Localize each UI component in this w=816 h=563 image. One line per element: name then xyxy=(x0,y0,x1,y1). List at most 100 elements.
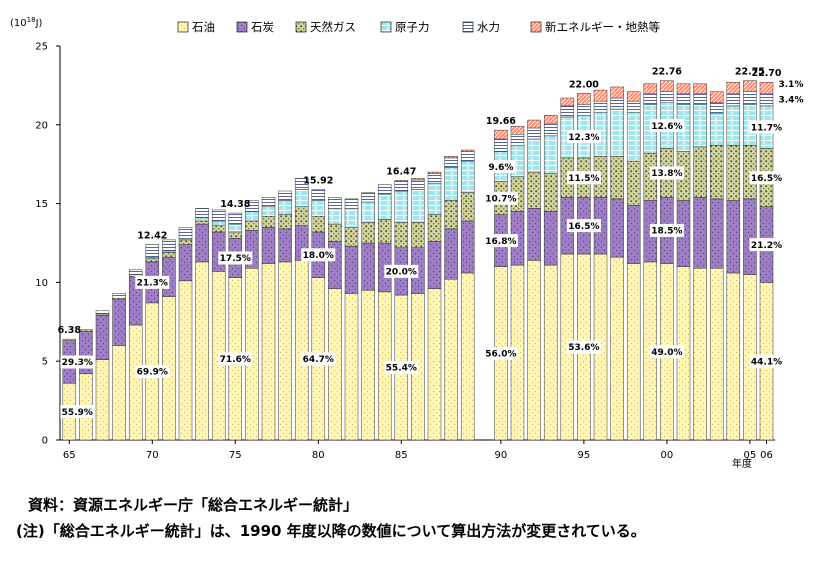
bar-segment-nuclear-1998 xyxy=(626,111,641,162)
bar-segment-nuclear-1974 xyxy=(211,220,226,226)
bar-segment-nuclear-2002 xyxy=(693,104,707,148)
bar-segment-coal-1992 xyxy=(527,208,541,261)
bar-segment-hydro-1982 xyxy=(344,198,359,209)
bar-segment-renew-1998 xyxy=(626,91,641,102)
bar-segment-hydro-1998 xyxy=(626,100,641,113)
bar-segment-hydro-1972 xyxy=(178,226,193,239)
bar-segment-nuclear-1973 xyxy=(195,217,209,222)
bar-segment-oil-1969 xyxy=(128,324,143,441)
share-label: 9.6% xyxy=(488,163,513,173)
bar-segment-hydro-2002 xyxy=(693,93,707,105)
bar-segment-oil-1972 xyxy=(178,280,193,441)
bar-segment-hydro-1978 xyxy=(278,190,292,201)
y-axis: 0 5 10 15 20 25 xyxy=(35,42,61,447)
bar-segment-nuclear-1977 xyxy=(261,206,276,217)
share-label-bg xyxy=(218,251,253,265)
bar-segment-coal-1967 xyxy=(95,315,110,360)
legend-label-0: 石油 xyxy=(192,20,215,34)
legend: 石油 石炭 天然ガス 原子力 水力 新エネルギー・地熱等 xyxy=(177,20,660,34)
bar-segment-gas-1965 xyxy=(62,338,77,341)
bar-segment-coal-2004 xyxy=(726,200,741,274)
bar-segment-gas-1980 xyxy=(311,215,326,233)
legend-swatch-0 xyxy=(177,21,189,33)
bar-segment-hydro-1970 xyxy=(145,244,160,258)
bar-segment-nuclear-1986 xyxy=(411,189,425,223)
total-label-1985: 16.47 xyxy=(386,166,416,177)
bar-segment-renew-1992 xyxy=(527,119,541,129)
x-tick-label: 85 xyxy=(395,450,408,461)
share-label-bg xyxy=(649,345,684,359)
bar-segment-nuclear-1982 xyxy=(344,208,359,228)
share-label-bg xyxy=(566,219,601,233)
share-label: 18.5% xyxy=(651,227,682,237)
share-label-bg xyxy=(135,275,170,289)
share-label: 11.5% xyxy=(568,174,599,184)
bar-segment-nuclear-1984 xyxy=(377,193,392,220)
bar-segment-gas-1979 xyxy=(294,206,309,226)
bar-segment-oil-1987 xyxy=(427,288,442,441)
bar-segment-hydro-1979 xyxy=(294,178,309,190)
share-label-bg xyxy=(301,352,336,366)
share-label: 56.0% xyxy=(485,350,516,360)
bar-segment-hydro-1987 xyxy=(427,173,442,184)
bar-segment-coal-1973 xyxy=(195,223,209,263)
bar-segment-renew-1987 xyxy=(427,171,442,174)
share-label: 11.7% xyxy=(751,123,782,133)
bar-segment-oil-1979 xyxy=(294,260,309,441)
bar-segment-gas-1966 xyxy=(79,329,93,332)
x-tick-label: 00 xyxy=(661,450,674,461)
legend-swatch-3 xyxy=(380,21,392,33)
bar-segment-gas-1982 xyxy=(344,226,359,247)
bar-segment-hydro-1969 xyxy=(128,269,143,275)
share-label: 10.7% xyxy=(485,194,516,204)
bar-segment-coal-1987 xyxy=(427,241,442,289)
total-label-1970: 12.42 xyxy=(137,231,167,242)
x-axis: 65 70 75 80 85 90 95 00 05 06 xyxy=(60,439,775,461)
total-label-2000: 22.76 xyxy=(652,67,682,78)
x-tick-label: 06 xyxy=(760,450,773,461)
bar-segment-renew-2002 xyxy=(693,83,707,94)
share-label: 55.4% xyxy=(386,364,417,374)
legend-label-5: 新エネルギー・地熱等 xyxy=(545,20,660,34)
share-label: 16.5% xyxy=(568,222,599,232)
bar-segment-gas-1992 xyxy=(527,171,541,209)
x-tick-label: 65 xyxy=(63,450,76,461)
share-label-bg xyxy=(301,248,336,262)
bar-segment-oil-1973 xyxy=(195,261,209,441)
bar-segment-hydro-2000 xyxy=(660,91,674,103)
bar-segment-hydro-1992 xyxy=(527,127,541,140)
bar-segment-gas-1988 xyxy=(444,200,458,230)
bar-segment-gas-1986 xyxy=(411,222,425,248)
bar-segment-hydro-1976 xyxy=(245,200,259,212)
bar-segment-gas-1972 xyxy=(178,239,193,245)
bar-segment-gas-1973 xyxy=(195,220,209,225)
x-tick-label: 90 xyxy=(495,450,508,461)
share-label: 44.1% xyxy=(751,357,782,367)
bar-segment-hydro-1971 xyxy=(162,239,176,252)
bar-segment-renew-1995 xyxy=(577,93,591,105)
bar-segment-hydro-1980 xyxy=(311,189,326,201)
bar-segment-renew-1990 xyxy=(494,129,508,140)
bar-segment-renew-1999 xyxy=(643,83,658,94)
bars xyxy=(62,80,774,441)
bar-segment-gas-1975 xyxy=(228,231,243,239)
bar-segment-gas-1997 xyxy=(610,156,624,200)
bar-segment-coal-1988 xyxy=(444,228,458,280)
bar-segment-coal-2003 xyxy=(709,198,724,269)
share-label: 55.9% xyxy=(62,408,93,418)
bar-segment-gas-1978 xyxy=(278,214,292,230)
bar-segment-hydro-1985 xyxy=(394,181,409,192)
bar-segment-gas-1976 xyxy=(245,220,259,231)
bar-segment-nuclear-2003 xyxy=(709,113,724,146)
bar-segment-hydro-1981 xyxy=(328,197,342,209)
bar-segment-coal-1972 xyxy=(178,244,193,282)
bar-segment-gas-1974 xyxy=(211,225,226,233)
bar-segment-renew-2005 xyxy=(743,80,757,92)
bar-segment-gas-1983 xyxy=(361,222,375,244)
bar-segment-gas-1984 xyxy=(377,219,392,244)
legend-swatch-5 xyxy=(530,21,542,33)
x-tick-label: 80 xyxy=(312,450,325,461)
legend-swatch-4 xyxy=(462,21,474,33)
bar-segment-gas-1981 xyxy=(328,223,342,242)
bar-segment-gas-2004 xyxy=(726,145,741,201)
